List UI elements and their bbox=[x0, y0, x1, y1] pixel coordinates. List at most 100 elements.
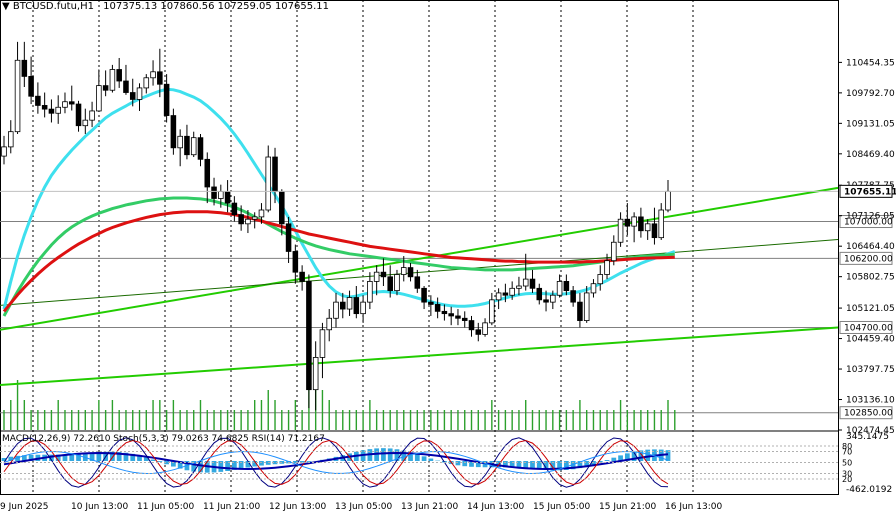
candle-body bbox=[340, 301, 346, 310]
candle-body bbox=[258, 209, 265, 218]
candle-body bbox=[299, 271, 305, 282]
candle-body bbox=[658, 209, 664, 239]
candle-body bbox=[150, 71, 156, 79]
indicator-level-label: 80 bbox=[842, 442, 852, 451]
candle-body bbox=[231, 202, 238, 216]
candle-body bbox=[665, 190, 671, 211]
current-price-label: 107655.11 bbox=[844, 187, 896, 197]
price-level-label: 107000.00 bbox=[844, 218, 893, 228]
candle-body bbox=[204, 158, 211, 188]
candle-body bbox=[211, 186, 217, 199]
price-tick-label: 108469.40 bbox=[846, 150, 895, 160]
candle-body bbox=[434, 304, 441, 312]
candle-body bbox=[312, 357, 319, 391]
candle-body bbox=[157, 71, 163, 85]
candle-body bbox=[285, 223, 292, 252]
symbol-label: BTCUSD.futu,H1 bbox=[12, 1, 94, 12]
candle-body bbox=[129, 92, 136, 100]
collapse-arrow-icon[interactable]: ▼ bbox=[2, 1, 10, 12]
candle-body bbox=[536, 287, 543, 301]
candle-body bbox=[421, 287, 427, 303]
stoch-main-line bbox=[3, 437, 669, 488]
candle-body bbox=[35, 95, 41, 106]
candle-body bbox=[184, 135, 190, 156]
time-tick-label: 13 Jun 05:00 bbox=[335, 502, 392, 512]
indicator-level-label: 70 bbox=[842, 448, 852, 457]
candle-body bbox=[8, 131, 14, 148]
candle-body bbox=[448, 313, 454, 317]
candle-body bbox=[177, 135, 183, 149]
candle-body bbox=[190, 137, 197, 156]
indicator-label: MACD(12,26,9) 72.2610 Stoch(5,3,3) 79.02… bbox=[2, 434, 325, 444]
candle-body bbox=[475, 329, 482, 335]
price-tick-label: 105121.05 bbox=[846, 304, 895, 314]
candle-body bbox=[1, 146, 7, 157]
candle-body bbox=[109, 69, 116, 91]
macd-max-label: 345.1475 bbox=[846, 432, 889, 442]
candle-body bbox=[360, 301, 366, 315]
candle-body bbox=[550, 294, 556, 303]
candle-body bbox=[265, 156, 272, 211]
indicator-level-label: 20 bbox=[842, 475, 852, 484]
candle-body bbox=[509, 287, 515, 296]
price-tick-label: 103136.10 bbox=[846, 396, 895, 406]
chart-header: ▼ BTCUSD.futu,H1 107375.13 107860.56 107… bbox=[2, 1, 329, 12]
indicator-level-label: 50 bbox=[842, 459, 852, 468]
candle-body bbox=[55, 106, 61, 114]
time-tick-label: 14 Jun 13:00 bbox=[467, 502, 524, 512]
candle-body bbox=[611, 241, 617, 262]
candle-body bbox=[367, 281, 373, 303]
candle-body bbox=[319, 329, 326, 358]
candle-body bbox=[96, 85, 102, 112]
candle-body bbox=[306, 281, 312, 391]
candle-body bbox=[28, 76, 34, 97]
candle-body bbox=[624, 218, 631, 227]
trendline bbox=[0, 238, 839, 306]
candle-body bbox=[373, 271, 380, 282]
macd-signal-line bbox=[3, 451, 669, 471]
candle-body bbox=[461, 317, 468, 321]
candle-body bbox=[326, 317, 332, 331]
price-tick-label: 103797.75 bbox=[846, 365, 895, 375]
price-level-box bbox=[839, 406, 893, 420]
candle-body bbox=[380, 271, 387, 278]
candle-body bbox=[441, 310, 448, 315]
time-tick-label: 15 Jun 21:00 bbox=[599, 502, 656, 512]
price-level-box bbox=[839, 251, 893, 265]
moving-average-line bbox=[2, 196, 675, 317]
time-tick-label: 11 Jun 21:00 bbox=[203, 502, 260, 512]
candle-body bbox=[631, 216, 637, 227]
candle-body bbox=[651, 223, 658, 239]
price-tick-label: 109131.05 bbox=[846, 119, 895, 129]
trendline bbox=[0, 186, 839, 331]
candle-body bbox=[102, 85, 109, 91]
candle-body bbox=[292, 251, 299, 273]
candle-body bbox=[62, 101, 68, 108]
price-tick-label: 105802.75 bbox=[846, 273, 895, 283]
candle-body bbox=[245, 218, 251, 225]
candle-body bbox=[163, 83, 170, 116]
candle-body bbox=[516, 285, 522, 289]
candle-body bbox=[21, 59, 28, 77]
time-tick-label: 11 Jun 05:00 bbox=[137, 502, 194, 512]
candle-body bbox=[14, 59, 21, 133]
candle-body bbox=[400, 267, 407, 275]
price-tick-label: 106464.40 bbox=[846, 242, 895, 252]
current-price-box bbox=[839, 184, 893, 198]
macd-min-label: -462.0192 bbox=[846, 485, 892, 495]
time-tick-label: 15 Jun 05:00 bbox=[533, 502, 590, 512]
time-tick-label: 10 Jun 13:00 bbox=[71, 502, 128, 512]
candle-body bbox=[279, 191, 285, 225]
candle-body bbox=[638, 216, 644, 232]
price-tick-label: 110454.35 bbox=[846, 58, 895, 68]
candle-body bbox=[570, 290, 576, 303]
price-tick-label: 107126.05 bbox=[846, 212, 895, 222]
candle-body bbox=[468, 320, 475, 331]
candle-body bbox=[41, 105, 48, 110]
price-level-label: 106200.00 bbox=[844, 254, 893, 264]
candle-body bbox=[68, 101, 75, 105]
candle-body bbox=[543, 299, 549, 303]
candle-body bbox=[197, 137, 204, 160]
ohlc-values: 107375.13 107860.56 107259.05 107655.11 bbox=[103, 1, 330, 12]
